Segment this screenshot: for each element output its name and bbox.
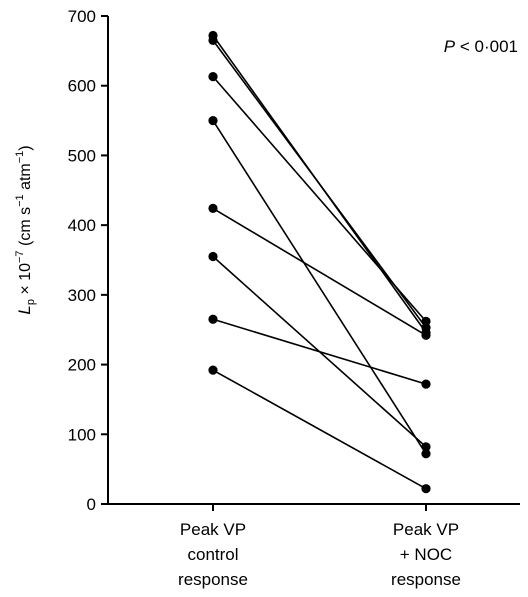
data-point (421, 379, 431, 389)
x-category-label-line: response (178, 570, 248, 589)
data-point (208, 115, 218, 126)
y-tick-label: 0 (87, 495, 96, 514)
x-category-label-line: control (187, 545, 238, 564)
y-label-unit-b-sup: −1 (14, 151, 26, 164)
p-value-annotation: P < 0·001 (444, 37, 518, 56)
data-point (421, 316, 431, 326)
y-label-times: × 10 (17, 263, 34, 299)
y-label-unit-b: atm (17, 163, 34, 194)
x-category-labels: Peak VP control response Peak VP + NOC respon… (178, 504, 461, 589)
data-point (208, 203, 218, 214)
y-tick-label: 200 (68, 356, 96, 375)
y-ticks: 0 100 200 300 400 500 600 700 (68, 7, 108, 514)
y-label-close: ) (17, 145, 34, 150)
y-label-variable-sub: p (25, 299, 37, 305)
series-line (212, 76, 427, 322)
data-point (208, 314, 218, 324)
data-points (208, 30, 431, 494)
series-line (212, 120, 427, 455)
p-value-text: < 0·001 (455, 37, 518, 56)
x-category-label-line: Peak VP (180, 520, 246, 539)
y-tick-label: 600 (68, 77, 96, 96)
series-line (212, 369, 427, 490)
data-point (208, 251, 218, 262)
p-value-symbol: P (444, 37, 456, 56)
series-line (212, 318, 427, 385)
y-tick-label: 700 (68, 7, 96, 26)
y-label-unit-a-sup: −1 (14, 194, 26, 207)
data-point (208, 35, 218, 46)
y-label-unit-a: (cm s (17, 207, 34, 251)
y-tick-label: 400 (68, 216, 96, 235)
data-point (421, 330, 431, 340)
y-axis-label: Lp × 10−7 (cm s−1 atm−1) (14, 145, 37, 314)
data-point (208, 365, 218, 375)
data-point (421, 484, 431, 494)
data-point (208, 72, 218, 82)
y-label-exponent: −7 (14, 250, 26, 263)
y-tick-label: 100 (68, 425, 96, 444)
y-tick-label: 300 (68, 286, 96, 305)
x-category-label-line: response (391, 570, 461, 589)
y-tick-label: 500 (68, 146, 96, 165)
data-point (421, 442, 431, 452)
series-line (212, 207, 427, 336)
data-point (421, 449, 431, 459)
x-category-label-line: + NOC (400, 545, 452, 564)
x-category-label-line: Peak VP (393, 520, 459, 539)
series-lines (212, 35, 427, 490)
y-label-variable: L (15, 305, 34, 314)
